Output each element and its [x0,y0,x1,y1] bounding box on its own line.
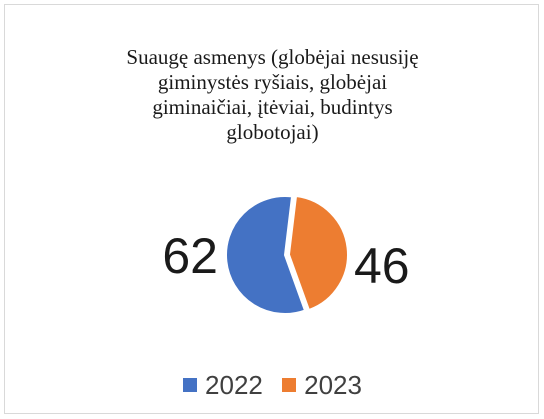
chart-title-line-3: giminaičiai, įtėviai, budintys [152,95,393,119]
pie-slice-2022 [225,195,307,315]
chart-title: Suaugę asmenys (globėjai nesusiję giminy… [5,45,540,145]
chart-area: Suaugę asmenys (globėjai nesusiję giminy… [4,4,539,414]
data-label-2023: 46 [354,238,410,294]
pie-slice-2023 [287,194,349,312]
legend: 2022 2023 [5,368,540,401]
legend-swatch-2023 [282,378,297,392]
pie-chart: 62 46 [162,194,410,315]
chart-title-line-2: giminystės ryšiais, globėjai [157,70,388,94]
legend-label-2023: 2023 [304,369,362,400]
legend-item-2022: 2022 [183,370,263,401]
chart-title-line-1: Suaugę asmenys (globėjai nesusiję [126,45,419,69]
legend-item-2023: 2023 [282,370,362,401]
legend-swatch-2022 [183,378,198,392]
chart-title-line-4: globotojai) [226,120,319,144]
legend-label-2022: 2022 [205,369,263,400]
data-label-2022: 62 [162,228,218,284]
